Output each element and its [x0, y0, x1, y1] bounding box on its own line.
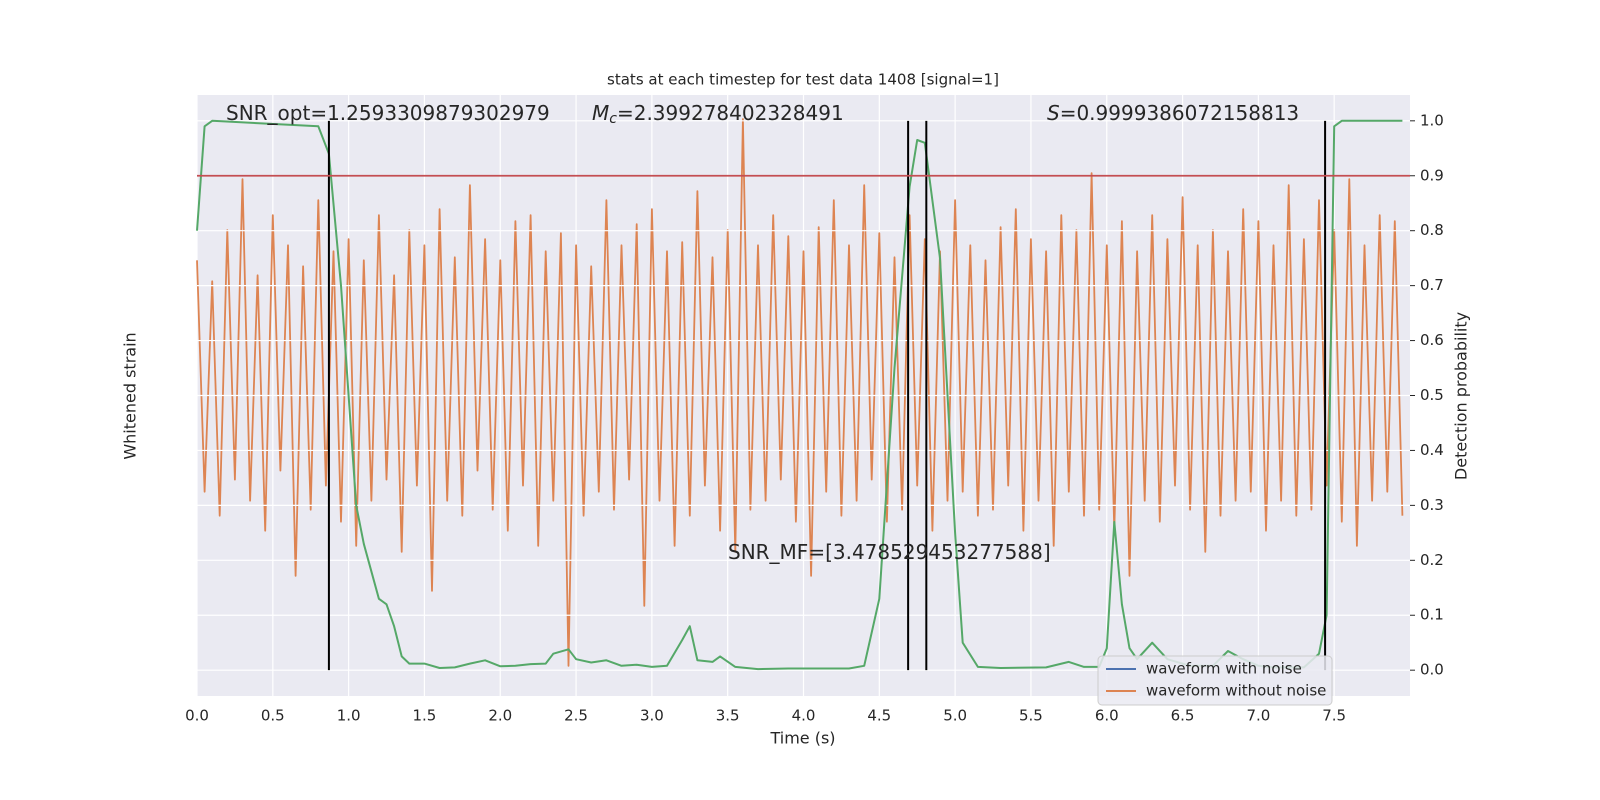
x-tick-label: 7.5 [1322, 707, 1346, 725]
annotation-text: =2.399278402328491 [617, 101, 844, 125]
series-line [196, 118, 1404, 667]
y2-tick-label: 0.8 [1420, 221, 1444, 239]
x-tick-label: 6.0 [1095, 707, 1119, 725]
y2-tick-label: 0.6 [1420, 331, 1444, 349]
x-tick-label: 4.5 [867, 707, 891, 725]
x-tick-label: 5.5 [1019, 707, 1043, 725]
x-tick-label: 1.5 [413, 707, 437, 725]
x-tick-label: 7.0 [1246, 707, 1270, 725]
x-tick-label: 3.0 [640, 707, 664, 725]
annotation: S=0.9999386072158813 [1047, 101, 1299, 125]
x-tick-label: 1.0 [337, 707, 361, 725]
annotation-symbol: S [1047, 101, 1060, 125]
x-tick-label: 0.5 [261, 707, 285, 725]
x-tick-label: 2.5 [564, 707, 588, 725]
legend-label: waveform without noise [1146, 682, 1326, 700]
y-axis-label: Whitened strain [121, 332, 140, 459]
annotation-subscript: c [609, 111, 617, 127]
y2-tick-label: 0.7 [1420, 276, 1444, 294]
annotation-text: SNR_MF=[3.478529453277588] [728, 540, 1051, 564]
y2-tick-label: 0.3 [1420, 496, 1444, 514]
x-axis-label: Time (s) [769, 729, 835, 748]
y2-tick-label: 0.2 [1420, 551, 1444, 569]
annotation: SNR_opt=1.2593309879302979 [226, 101, 550, 125]
y2-tick-label: 0.1 [1420, 606, 1444, 624]
x-tick-label: 4.0 [792, 707, 816, 725]
legend-label: waveform with noise [1146, 660, 1302, 678]
y2-axis-label: Detection probability [1452, 312, 1471, 480]
annotation-text: SNR_opt=1.2593309879302979 [226, 101, 550, 125]
annotation: SNR_MF=[3.478529453277588] [728, 540, 1051, 564]
y2-tick-label: 0.0 [1420, 661, 1444, 679]
y2-tick-label: 1.0 [1420, 111, 1444, 129]
y2-tick-label: 0.9 [1420, 166, 1444, 184]
series-line [196, 119, 1403, 671]
x-tick-label: 3.5 [716, 707, 740, 725]
annotation-text: =0.9999386072158813 [1060, 101, 1299, 125]
y2-tick-label: 0.5 [1420, 386, 1444, 404]
annotation: Mc=2.399278402328491 [592, 101, 844, 128]
chart-title: stats at each timestep for test data 140… [607, 71, 999, 89]
y2-tick-label: 0.4 [1420, 441, 1444, 459]
x-tick-label: 0.0 [185, 707, 209, 725]
legend-box [1097, 655, 1333, 706]
x-tick-label: 6.5 [1171, 707, 1195, 725]
x-tick-label: 2.0 [488, 707, 512, 725]
annotation-symbol: M [592, 101, 609, 125]
x-tick-label: 5.0 [943, 707, 967, 725]
